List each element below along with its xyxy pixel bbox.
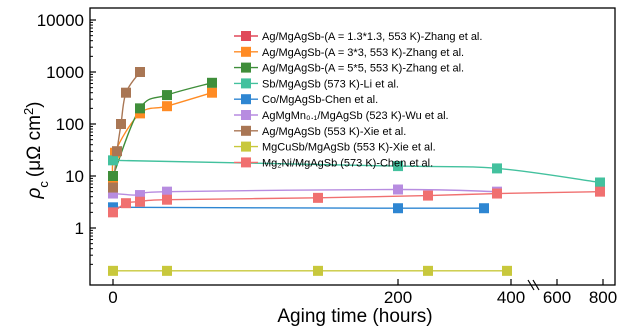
data-point	[492, 188, 502, 199]
data-point	[492, 163, 502, 174]
plot-frame	[89, 7, 616, 286]
y-tick-label: 10000	[37, 11, 84, 30]
legend-marker	[241, 94, 251, 105]
legend-label: AgMgMn₀.₁/MgAgSb (523 K)-Wu et al.	[262, 110, 449, 122]
legend-label: Ag/MgAgSb-(A = 5*5, 553 K)-Zhang et al.	[262, 63, 464, 75]
data-point	[121, 198, 131, 209]
axis-break-mark	[532, 279, 540, 291]
data-point	[108, 155, 118, 166]
legend: Ag/MgAgSb-(A = 1.3*1.3, 553 K)-Zhang et …	[234, 31, 482, 169]
data-point	[595, 177, 605, 188]
series-line	[112, 82, 213, 177]
data-point	[162, 101, 172, 112]
data-point	[135, 196, 145, 207]
data-point	[162, 90, 172, 101]
data-point	[121, 87, 131, 98]
y-tick-label: 100	[56, 115, 84, 134]
y-tick-label: 1	[75, 219, 84, 238]
data-point	[112, 146, 122, 157]
data-point	[135, 67, 145, 77]
break-lines	[527, 279, 540, 291]
legend-marker	[241, 46, 251, 57]
data-point	[207, 87, 217, 98]
legend-marker	[241, 31, 251, 41]
series-points	[108, 67, 605, 276]
data-point	[135, 108, 145, 119]
data-point	[135, 103, 145, 114]
y-axis-title: ρc(μΩ cm2)	[21, 101, 51, 199]
data-point	[135, 190, 145, 201]
series-line	[112, 159, 601, 184]
data-point	[479, 203, 489, 214]
data-point	[108, 207, 118, 218]
legend-label: Ag/MgAgSb (553 K)-Xie et al.	[262, 126, 406, 138]
data-point	[393, 203, 403, 214]
series-line	[112, 190, 601, 213]
legend-marker	[241, 141, 251, 152]
data-point	[313, 192, 323, 203]
y-axis-ticks: 1 10 100 1000 10000	[37, 11, 96, 265]
data-point	[595, 186, 605, 197]
data-point	[108, 265, 118, 276]
axis-break-mark	[527, 279, 535, 291]
legend-label: Ag/MgAgSb-(A = 1.3*1.3, 553 K)-Zhang et …	[262, 31, 482, 43]
data-point	[108, 202, 118, 213]
legend-marker	[241, 157, 251, 168]
data-point	[393, 161, 403, 172]
data-point	[108, 171, 118, 181]
data-point	[393, 184, 403, 195]
data-point	[108, 182, 118, 193]
legend-label: Sb/MgAgSb (573 K)-Li et al.	[262, 78, 399, 90]
legend-label: Mg₂Ni/MgAgSb (573 K)-Chen et al.	[262, 157, 433, 169]
x-tick-label: 600	[543, 288, 571, 307]
y-tick-label: 10	[65, 167, 84, 186]
x-tick-label: 0	[108, 288, 117, 307]
y-tick-label: 1000	[46, 63, 84, 82]
x-tick-label: 200	[384, 288, 412, 307]
data-point	[313, 265, 323, 276]
legend-label: MgCuSb/MgAgSb (553 K)-Xie et al.	[262, 142, 436, 154]
x-axis-ticks: 0 200 400 600 800	[108, 279, 617, 307]
x-tick-label: 400	[497, 288, 525, 307]
data-point	[162, 186, 172, 197]
data-point	[108, 188, 118, 199]
legend-label: Ag/MgAgSb-(A = 3*3, 553 K)-Zhang et al.	[262, 47, 464, 59]
data-point	[423, 265, 433, 276]
series-line	[112, 206, 485, 209]
legend-label: Co/MgAgSb-Chen et al.	[262, 94, 378, 106]
legend-marker	[241, 110, 251, 120]
x-tick-label: 800	[589, 288, 617, 307]
x-axis-title: Aging time (hours)	[277, 306, 432, 327]
legend-marker	[241, 78, 251, 89]
data-point	[502, 265, 512, 276]
data-point	[162, 265, 172, 276]
legend-marker	[241, 62, 251, 73]
data-point	[423, 190, 433, 201]
data-point	[116, 119, 126, 129]
legend-marker	[241, 125, 251, 136]
data-point	[207, 77, 217, 88]
data-point	[162, 194, 172, 205]
